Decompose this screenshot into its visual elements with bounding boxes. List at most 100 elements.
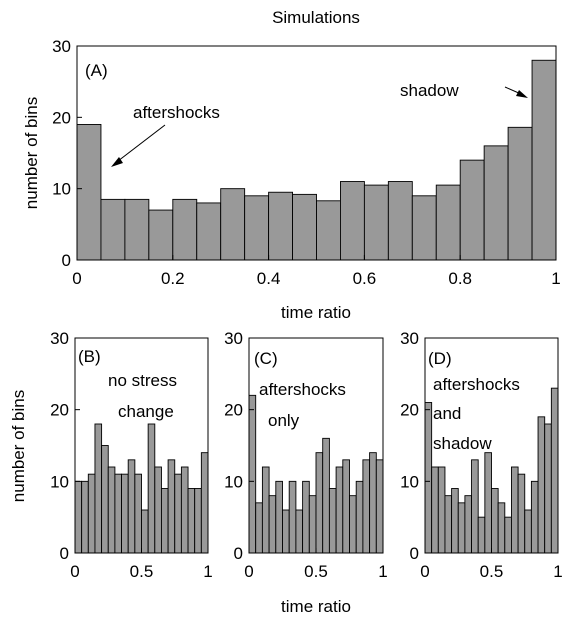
x-axis-label-a: time ratio <box>281 303 351 322</box>
y-ticks-b: 0 10 20 30 <box>50 329 80 563</box>
histogram-bar <box>87 473 96 554</box>
y-tick-label: 10 <box>50 472 69 491</box>
histogram-bar <box>435 184 461 261</box>
histogram-bar <box>288 480 297 554</box>
histogram-bar <box>255 502 263 554</box>
histogram-bar <box>174 473 182 554</box>
histogram-bar <box>524 509 532 554</box>
y-tick-label: 20 <box>224 401 243 420</box>
panel-label-b: (B) <box>78 347 101 366</box>
y-tick-label: 10 <box>52 180 71 199</box>
x-ticks-a: 0 0.2 0.4 0.6 0.8 1 <box>72 255 561 288</box>
histogram-bar <box>154 466 162 554</box>
histogram-bar <box>147 423 156 554</box>
histogram-bar <box>504 516 512 554</box>
histogram-bar <box>268 191 294 261</box>
histogram-bar <box>76 124 102 261</box>
annotation-d-line1: aftershocks <box>433 375 520 394</box>
histogram-bar <box>282 509 290 554</box>
histogram-bar <box>471 459 479 554</box>
histogram-bar <box>134 473 142 554</box>
histogram-bar <box>497 502 506 554</box>
arrow-shadow <box>504 86 528 98</box>
y-axis-label-a: number of bins <box>22 97 41 209</box>
x-tick-label: 0.8 <box>448 269 472 288</box>
histogram-bar <box>261 466 270 554</box>
y-ticks-a: 0 10 20 30 <box>52 37 82 270</box>
histogram-bar <box>141 509 149 554</box>
histogram-bar <box>424 402 433 554</box>
annotation-b-line1: no stress <box>108 371 177 390</box>
annotation-b-line2: change <box>118 402 174 421</box>
histogram-bar <box>483 145 509 261</box>
y-tick-label: 20 <box>50 401 69 420</box>
y-tick-label: 20 <box>400 401 419 420</box>
histogram-bar <box>187 488 196 554</box>
x-tick-label: 0.4 <box>257 269 281 288</box>
histogram-bar <box>107 466 116 554</box>
x-tick-label: 1 <box>553 562 562 581</box>
histogram-bar <box>369 452 377 554</box>
y-tick-label: 0 <box>234 544 243 563</box>
histogram-bar <box>411 195 437 261</box>
histogram-bar <box>349 495 357 554</box>
histogram-bar <box>340 181 365 261</box>
chart-title: Simulations <box>272 8 360 27</box>
histogram-bar <box>248 394 257 554</box>
histogram-bar <box>355 480 364 554</box>
x-tick-label: 0.5 <box>304 562 328 581</box>
y-tick-label: 30 <box>52 37 71 56</box>
histogram-bar <box>127 459 136 554</box>
panel-label-d: (D) <box>428 349 452 368</box>
histogram-bar <box>315 452 324 554</box>
histogram-bar <box>244 195 270 261</box>
histogram-bar <box>457 502 466 554</box>
histogram-bar <box>342 459 350 554</box>
histogram-bar <box>100 198 126 261</box>
histogram-bar <box>74 480 83 554</box>
y-axis-label-b: number of bins <box>9 390 28 502</box>
histogram-bar <box>167 459 176 554</box>
histogram-bar <box>530 480 539 554</box>
histogram-bar <box>124 198 150 261</box>
arrow-aftershocks <box>111 124 166 167</box>
x-tick-label: 0 <box>244 562 253 581</box>
histogram-bar <box>220 188 246 261</box>
histogram-bar <box>444 495 453 554</box>
panel-b: 0 10 20 30 0 0.5 1 number of bins (B) no stre… <box>9 329 213 581</box>
histogram-bar <box>180 466 189 554</box>
histogram-bar <box>437 466 446 554</box>
histogram-bar <box>200 452 209 554</box>
x-tick-label: 1 <box>551 269 560 288</box>
histogram-bar <box>431 466 439 554</box>
histogram-bar <box>292 193 317 261</box>
x-tick-label: 1 <box>203 562 212 581</box>
panel-label-c: (C) <box>254 349 278 368</box>
histogram-bar <box>517 473 526 554</box>
histogram-bar <box>387 181 413 261</box>
histogram-bar <box>101 445 109 554</box>
histogram-bar <box>121 473 129 554</box>
histogram-bar <box>275 480 283 554</box>
histogram-bar <box>160 488 169 554</box>
annotation-aftershocks: aftershocks <box>133 103 220 122</box>
histogram-bar <box>268 495 277 554</box>
histogram-bar <box>114 473 123 554</box>
histogram-bar <box>375 459 384 554</box>
histogram-bar <box>550 387 559 554</box>
annotation-d-line3: shadow <box>433 434 492 453</box>
bars-a <box>76 59 557 261</box>
bars-b <box>74 423 209 554</box>
plot-frame-d <box>424 337 559 554</box>
y-tick-label: 0 <box>410 544 419 563</box>
histogram-bar <box>81 480 89 554</box>
x-axis-label-c: time ratio <box>281 597 351 616</box>
panel-label-a: (A) <box>85 61 108 80</box>
histogram-bar <box>537 416 546 554</box>
histogram-bar <box>196 202 222 261</box>
annotation-d-line2: and <box>433 404 461 423</box>
histogram-bar <box>507 126 533 261</box>
x-tick-label: 0 <box>420 562 429 581</box>
x-tick-label: 0.5 <box>130 562 154 581</box>
